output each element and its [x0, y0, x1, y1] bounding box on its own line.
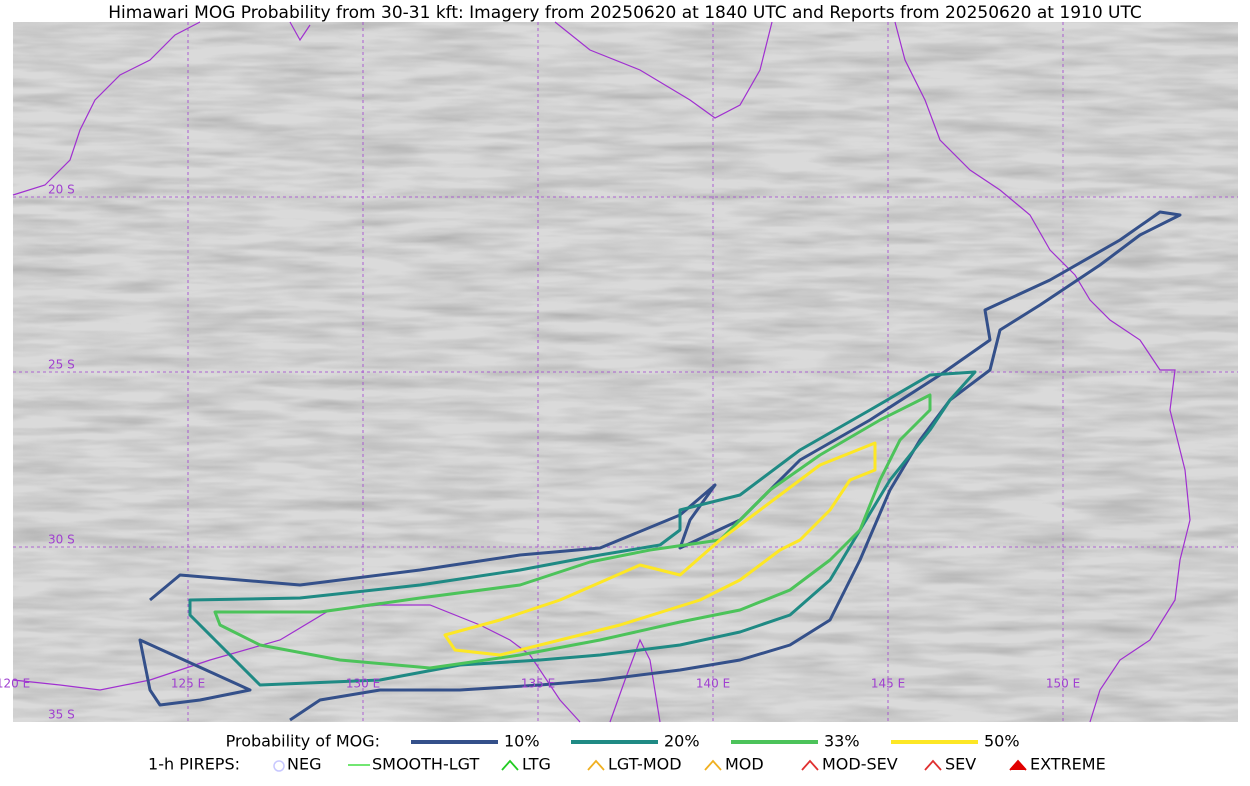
lon-label: 130 E: [346, 677, 380, 691]
lat-label: 25 S: [48, 358, 75, 372]
legend-label: EXTREME: [1030, 755, 1106, 774]
legend-label: 10%: [504, 732, 540, 751]
legend-label: SEV: [945, 755, 976, 774]
legend-label: MOD-SEV: [822, 755, 898, 774]
lat-label: 20 S: [48, 183, 75, 197]
contours: [138, 210, 1182, 722]
map: 20 S 25 S 30 S 35 S 120 E 125 E 130 E 135 E 140 …: [0, 21, 1238, 723]
legend-title: Probability of MOG:: [226, 732, 380, 751]
contour-33: [213, 393, 932, 670]
lon-label: 135 E: [521, 677, 555, 691]
pirep-symbol: [1009, 759, 1027, 771]
lon-label: 125 E: [171, 677, 205, 691]
title: Himawari MOG Probability from 30-31 kft:…: [108, 3, 1142, 23]
legend-label: LTG: [522, 755, 551, 774]
lon-label: 145 E: [871, 677, 905, 691]
legend-title: 1-h PIREPS:: [148, 755, 240, 774]
legend-label: 33%: [824, 732, 860, 751]
lat-label: 30 S: [48, 533, 75, 547]
lon-label: 150 E: [1046, 677, 1080, 691]
legend-label: LGT-MOD: [608, 755, 682, 774]
legend: Probability of MOG: 1-h PIREPS: 10% 20% 33…: [148, 732, 1106, 774]
pirep-symbol: [924, 759, 942, 771]
pirep-symbol: [704, 759, 722, 771]
lat-label: 35 S: [48, 708, 75, 722]
pirep-symbol: [273, 760, 285, 772]
graticule-labels: 20 S 25 S 30 S 35 S 120 E 125 E 130 E 135 E 140 …: [0, 183, 1080, 722]
pirep-symbol: [801, 759, 819, 771]
pirep-symbol: [501, 759, 519, 771]
contour-20: [188, 370, 977, 687]
legend-label: 20%: [664, 732, 700, 751]
lon-label: 140 E: [696, 677, 730, 691]
legend-label: MOD: [725, 755, 764, 774]
contour-50: [443, 441, 877, 657]
legend-label: SMOOTH-LGT: [372, 755, 479, 774]
legend-label: NEG: [287, 755, 321, 774]
lon-label: 120 E: [0, 677, 30, 691]
legend-label: 50%: [984, 732, 1020, 751]
graticule: [13, 22, 1238, 722]
pirep-symbol: [587, 759, 605, 771]
contour-10: [138, 210, 1182, 722]
